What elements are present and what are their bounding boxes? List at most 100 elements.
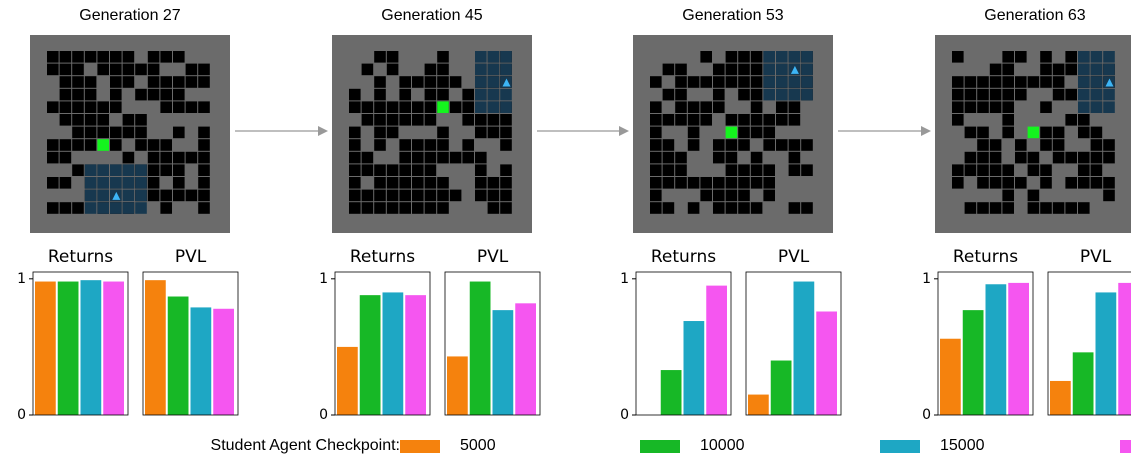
maze-wall xyxy=(738,177,750,189)
maze-wall xyxy=(475,114,487,126)
maze-wall xyxy=(386,202,399,214)
maze-wall xyxy=(412,189,424,202)
maze-wall xyxy=(700,101,712,113)
bar xyxy=(706,285,727,415)
maze-wall xyxy=(500,114,512,126)
maze-wall xyxy=(374,88,386,101)
maze-wall xyxy=(147,139,160,151)
maze-wall xyxy=(713,88,725,101)
maze-wall xyxy=(1103,189,1115,202)
maze-wall xyxy=(713,189,725,202)
maze-wall xyxy=(650,177,662,189)
maze-wall xyxy=(989,101,1002,113)
maze-wall xyxy=(1090,139,1103,151)
maze-wall xyxy=(59,63,72,76)
maze-wall xyxy=(424,189,437,202)
maze-wall xyxy=(500,177,512,189)
maze-wall xyxy=(662,88,675,101)
maze-wall xyxy=(1090,126,1103,139)
agent-view xyxy=(1103,101,1115,113)
maze-wall xyxy=(964,88,977,101)
maze-wall xyxy=(462,101,474,113)
agent-view xyxy=(487,88,500,101)
maze-wall xyxy=(1052,151,1065,164)
maze-wall xyxy=(1065,114,1077,126)
maze-wall xyxy=(1002,202,1014,214)
maze-wall xyxy=(399,202,411,214)
maze-wall xyxy=(173,126,185,139)
maze-wall xyxy=(662,164,675,176)
maze-wall xyxy=(122,51,135,63)
maze-wall xyxy=(437,189,449,202)
maze-wall xyxy=(135,114,147,126)
agent-view xyxy=(1103,63,1115,76)
maze-wall xyxy=(650,114,662,126)
maze-wall xyxy=(750,151,763,164)
y-tick-label: 0 xyxy=(319,407,328,423)
maze-wall xyxy=(1052,63,1065,76)
maze-wall xyxy=(185,101,198,113)
maze-wall xyxy=(700,189,712,202)
maze-wall xyxy=(1052,126,1065,139)
maze-wall xyxy=(750,76,763,88)
axes-frame xyxy=(745,271,842,416)
maze-wall xyxy=(977,76,989,88)
maze-wall xyxy=(59,114,72,126)
agent-view xyxy=(776,51,788,63)
maze-wall xyxy=(475,177,487,189)
legend-swatch xyxy=(400,440,440,453)
maze-wall xyxy=(738,126,750,139)
maze-wall xyxy=(173,177,185,189)
maze-wall xyxy=(424,76,437,88)
maze-wall xyxy=(160,164,172,176)
maze-wall xyxy=(437,88,449,101)
maze-wall xyxy=(1040,126,1052,139)
maze-wall xyxy=(437,63,449,76)
agent-view xyxy=(475,63,487,76)
maze-wall xyxy=(437,51,449,63)
maze-wall xyxy=(424,114,437,126)
maze-wall xyxy=(1078,177,1090,189)
maze-wall xyxy=(1040,101,1052,113)
maze-wall xyxy=(650,151,662,164)
bar xyxy=(940,338,961,415)
maze-wall xyxy=(412,164,424,176)
maze-wall xyxy=(1065,202,1077,214)
agent-view xyxy=(110,164,122,176)
maze-wall xyxy=(349,151,361,164)
maze-wall xyxy=(977,151,989,164)
maze-wall xyxy=(977,139,989,151)
maze-wall xyxy=(399,88,411,101)
maze-wall xyxy=(1090,151,1103,164)
maze-wall xyxy=(1027,164,1040,176)
maze-wall xyxy=(662,63,675,76)
axes-frame xyxy=(937,271,1034,416)
maze-wall xyxy=(198,164,210,176)
maze-wall xyxy=(675,88,687,101)
bar xyxy=(145,280,166,415)
maze-wall xyxy=(72,139,84,151)
maze-wall xyxy=(198,126,210,139)
maze-wall xyxy=(700,177,712,189)
maze-wall xyxy=(725,139,738,151)
maze-wall xyxy=(59,88,72,101)
maze-wall xyxy=(750,101,763,113)
maze-wall xyxy=(977,101,989,113)
maze-wall xyxy=(989,76,1002,88)
maze-wall xyxy=(989,164,1002,176)
agent-view xyxy=(122,189,135,202)
maze-wall xyxy=(462,151,474,164)
bar xyxy=(492,310,514,415)
maze-wall xyxy=(1015,139,1027,151)
maze-wall xyxy=(738,88,750,101)
maze-wall xyxy=(198,101,210,113)
maze-wall xyxy=(662,139,675,151)
maze-wall xyxy=(160,151,172,164)
maze-wall xyxy=(122,151,135,164)
maze-wall xyxy=(386,126,399,139)
agent-view xyxy=(97,164,109,176)
maze-wall xyxy=(1065,63,1077,76)
maze-wall xyxy=(1078,202,1090,214)
maze-wall xyxy=(386,51,399,63)
